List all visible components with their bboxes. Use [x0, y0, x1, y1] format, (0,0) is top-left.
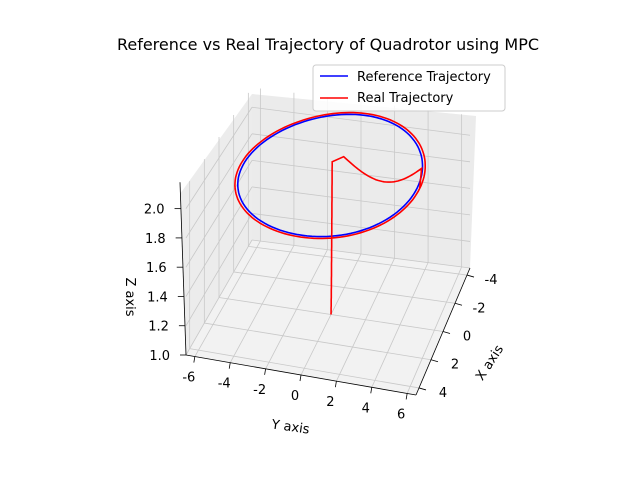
z-axis-line: [179, 182, 187, 356]
z-tick-label-4: 1.8: [145, 232, 166, 247]
reference-trajectory-line: [237, 113, 424, 238]
x-tick-label-1: -2: [473, 301, 486, 316]
z-tick-label-1: 1.2: [148, 320, 169, 335]
x-tick-mark-0: [466, 274, 475, 278]
legend-box: [312, 64, 506, 112]
z-tick-label-3: 1.6: [146, 261, 167, 276]
legend-real-label: Real Trajectory: [357, 91, 454, 106]
x-tick-mark-2: [442, 331, 451, 334]
y-tick-mark-5: [370, 387, 373, 394]
y-tick-label-4: 2: [326, 395, 334, 410]
legend-reference-label: Reference Trajectory: [357, 70, 491, 85]
y-tick-mark-2: [264, 368, 267, 375]
y-tick-mark-3: [299, 374, 302, 382]
y-tick-mark-0: [193, 356, 196, 363]
back-pane: [252, 94, 476, 268]
z-axis-label: Z axis: [122, 277, 137, 316]
x-tick-label-3: 2: [451, 358, 459, 373]
floor-gridline-x-4: [189, 348, 420, 389]
x-tick-mark-4: [418, 387, 427, 391]
x-tick-mark-3: [430, 359, 439, 363]
x-tick-label-2: 0: [463, 330, 471, 345]
y-axis-label: Y axis: [270, 417, 311, 437]
x-tick-label-0: -4: [485, 273, 498, 288]
y-tick-mark-4: [334, 381, 337, 388]
floor-gridline-x-3: [204, 322, 432, 361]
floor-pane: [186, 240, 470, 395]
chart-title: Reference vs Real Trajectory of Quadroto…: [117, 35, 539, 54]
floor-gridline-x-1: [233, 271, 456, 304]
y-tick-label-3: 0: [291, 389, 299, 404]
y-tick-label-5: 4: [362, 401, 370, 416]
y-tick-label-2: -2: [253, 383, 266, 398]
legend: Reference Trajectory Real Trajectory: [312, 64, 506, 112]
y-tick-label-0: -6: [182, 371, 195, 386]
z-tick-label-2: 1.4: [147, 290, 168, 305]
y-tick-mark-1: [228, 362, 231, 369]
z-tick-label-5: 2.0: [144, 203, 165, 218]
y-tick-mark-6: [405, 393, 408, 400]
x-tick-label-4: 4: [439, 386, 447, 401]
y-tick-label-6: 6: [397, 407, 405, 422]
series-layer: [234, 111, 426, 315]
grid-layer: [185, 88, 471, 394]
floor-gridline-x-0: [248, 245, 468, 276]
y-tick-label-1: -4: [218, 377, 231, 392]
real-trajectory-line: [234, 111, 426, 315]
x-tick-mark-1: [454, 302, 463, 306]
z-tick-label-0: 1.0: [149, 349, 170, 364]
